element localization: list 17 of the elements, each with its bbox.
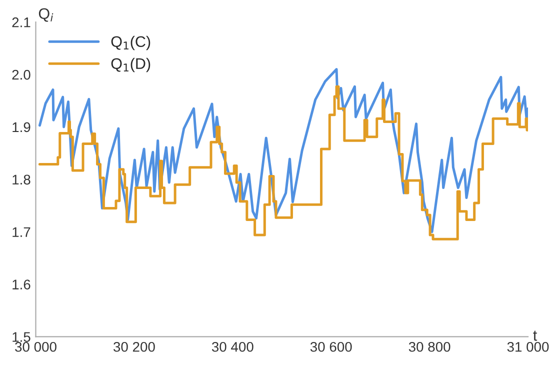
x-tick-label: 30 200 bbox=[113, 342, 155, 352]
y-tick-label: 1.8 bbox=[12, 174, 30, 185]
x-tick-label: 30 600 bbox=[310, 342, 352, 352]
y-tick-label: 1.6 bbox=[12, 280, 30, 290]
x-tick-label: 30 400 bbox=[212, 342, 254, 352]
y-axis-title: Q$_{i}$ bbox=[38, 8, 54, 22]
y-tick-label: 1.9 bbox=[12, 122, 30, 132]
y-tick-label: 1.7 bbox=[12, 227, 30, 237]
x-axis-title: t bbox=[533, 330, 538, 341]
y-tick-label: 1.5 bbox=[12, 332, 30, 342]
legend-label: Q$_{1}$(D) bbox=[111, 58, 150, 72]
x-tick-label: 31 000 bbox=[507, 342, 549, 352]
y-tick-label: 2.1 bbox=[12, 17, 30, 28]
x-tick-label: 30 000 bbox=[15, 342, 56, 352]
y-tick-label: 2.0 bbox=[12, 70, 30, 80]
x-tick-label: 30 800 bbox=[408, 342, 450, 352]
legend-label: Q$_{1}$(C) bbox=[111, 36, 150, 50]
